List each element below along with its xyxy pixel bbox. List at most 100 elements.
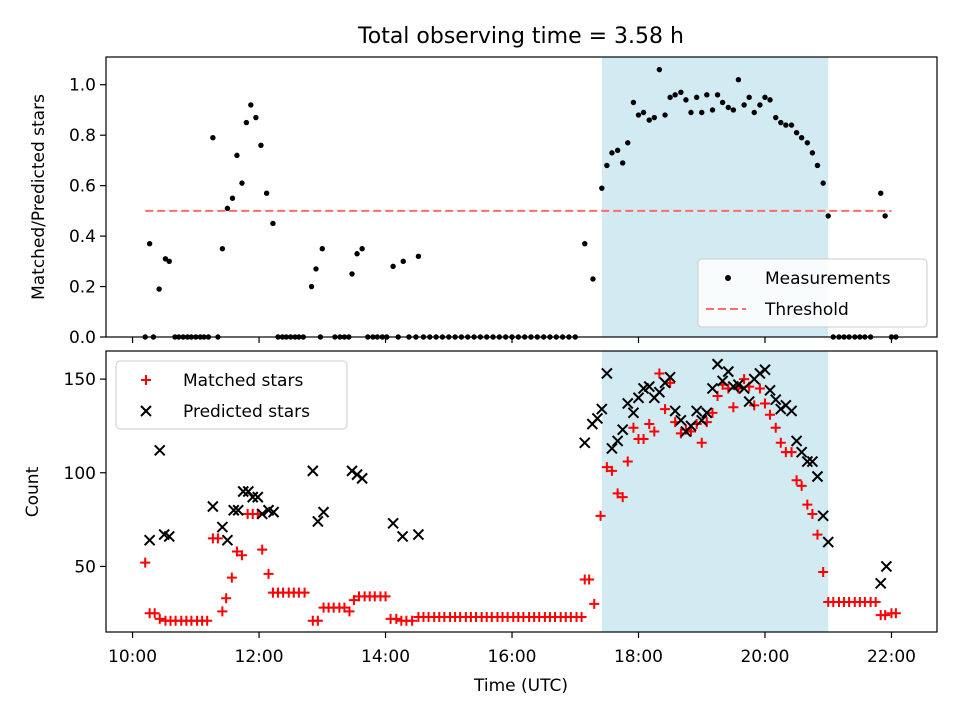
measurement-point: [814, 162, 821, 169]
predicted-star-point: [690, 405, 703, 417]
legend-box: [115, 360, 348, 430]
predicted-star-point: [806, 455, 819, 468]
matched-star-point: [786, 447, 797, 458]
predicted-star-point: [685, 420, 697, 432]
predicted-star-point: [237, 485, 249, 498]
matched-star-point: [221, 593, 232, 604]
matched-star-point: [759, 398, 770, 409]
x-tick-label: 22:00: [867, 647, 916, 667]
legend-label: Predicted stars: [183, 402, 310, 422]
predicted-star-point: [232, 504, 244, 516]
matched-star-point: [628, 422, 639, 433]
measurement-point: [741, 102, 747, 108]
matched-star-point: [344, 606, 355, 617]
measurement-point: [619, 160, 626, 166]
predicted-star-point: [317, 506, 330, 518]
matched-star-point: [791, 475, 802, 486]
measurement-point: [882, 213, 888, 219]
predicted-star-point: [267, 506, 280, 518]
measurement-point: [349, 271, 355, 277]
predicted-star-point: [163, 530, 175, 543]
predicted-star-point: [785, 405, 798, 417]
measurement-point: [146, 240, 153, 247]
predicted-star-point: [675, 414, 687, 427]
matched-star-point: [880, 610, 891, 621]
measurement-point: [693, 94, 700, 101]
predicted-star-point: [664, 371, 676, 383]
matched-star-point: [407, 615, 418, 626]
predicted-star-point: [591, 412, 604, 425]
matched-star-point: [739, 374, 750, 385]
top-y-axis-label: Matched/Predicted stars: [29, 94, 49, 300]
predicted-star-point: [811, 470, 824, 483]
predicted-star-point: [601, 367, 613, 380]
predicted-star-point: [627, 407, 640, 419]
predicted-star-point: [875, 577, 887, 590]
measurement-point: [725, 104, 732, 111]
measurement-point: [809, 150, 816, 156]
measurement-point: [651, 114, 658, 121]
top-panel: 0.0 0.2 0.4 0.6 0.8 1.0 Matched/Predicted sta…: [29, 56, 938, 348]
matched-star-point: [807, 508, 818, 519]
matched-star-point: [754, 383, 765, 394]
measurement-point: [219, 246, 226, 252]
measurement-point: [662, 112, 668, 118]
measurement-point: [224, 205, 231, 212]
matched-star-point: [818, 567, 829, 578]
y-tick-label: 0.6: [69, 177, 96, 197]
y-tick-label: 0.4: [69, 227, 96, 247]
matched-star-point: [612, 488, 623, 499]
matched-star-point: [576, 612, 587, 623]
matched-star-point: [660, 404, 671, 415]
matched-star-point: [617, 492, 628, 503]
measurement-point: [704, 92, 710, 98]
top-legend: Measurements Threshold: [697, 258, 928, 328]
legend-marker-predicted: [140, 405, 152, 417]
matched-star-point: [202, 615, 213, 626]
predicted-star-point: [154, 444, 166, 456]
matched-star-point: [595, 510, 606, 521]
matched-star-point: [606, 465, 617, 476]
measurement-point: [672, 92, 678, 98]
measurement-point: [683, 97, 689, 103]
predicted-star-point: [732, 379, 745, 391]
measurement-point: [640, 109, 647, 116]
measurement-point: [263, 190, 270, 196]
predicted-star-point: [701, 407, 713, 419]
predicted-star-point: [207, 500, 219, 513]
chart-title: Total observing time = 3.58 h: [357, 24, 684, 49]
predicted-star-point: [790, 435, 803, 447]
predicted-star-point: [606, 442, 618, 455]
measurement-point: [630, 99, 637, 106]
measurement-point: [688, 109, 694, 116]
matched-star-point: [775, 437, 786, 448]
observing-span-bottom: [601, 351, 829, 632]
measurement-point: [609, 150, 615, 156]
measurement-point: [656, 66, 663, 73]
y-tick-label: 0.0: [69, 328, 96, 348]
matched-star-point: [226, 572, 237, 583]
x-axis-label: Time (UTC): [473, 676, 568, 696]
measurement-point: [804, 140, 811, 146]
predicted-star-point: [770, 393, 782, 406]
matched-star-point: [312, 615, 323, 626]
measurement-point: [714, 92, 721, 98]
measurement-point: [719, 99, 726, 106]
predicted-star-point: [247, 491, 259, 503]
matched-star-point: [890, 608, 901, 619]
y-tick-label: 0.2: [69, 278, 96, 298]
measurement-point: [253, 114, 259, 121]
matched-star-point: [622, 456, 633, 467]
matched-star-point: [685, 426, 696, 437]
measurement-point: [798, 135, 805, 141]
matched-star-point: [765, 409, 776, 420]
predicted-star-point: [643, 380, 655, 393]
measurement-point: [667, 94, 673, 101]
predicted-star-point: [396, 530, 409, 543]
top-panel-marks: [142, 66, 899, 340]
y-tick-label: 100: [64, 464, 96, 484]
predicted-star-point: [622, 397, 634, 410]
x-tick-label: 18:00: [614, 647, 663, 667]
matched-star-point: [299, 587, 310, 598]
